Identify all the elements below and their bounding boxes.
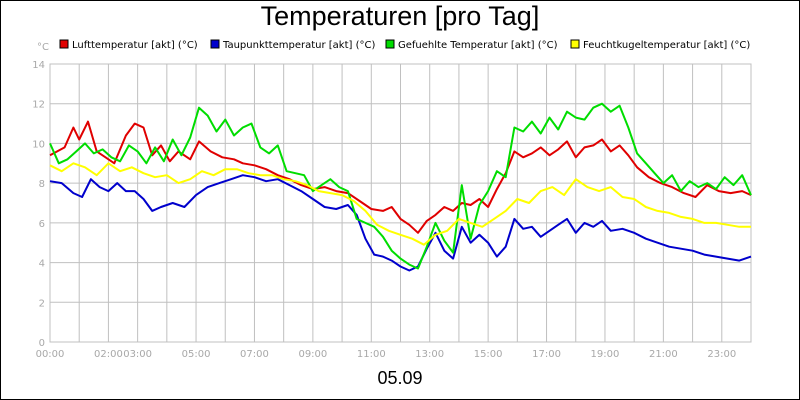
y-tick-label: 6 — [39, 219, 45, 230]
legend-swatch-1 — [59, 39, 69, 49]
x-tick-label: 03:00 — [123, 349, 152, 360]
x-tick-label: 11:00 — [357, 349, 386, 360]
chart-title: Temperaturen [pro Tag] — [260, 1, 540, 31]
legend-label-4: Feuchtkugeltemperatur [akt] (°C) — [583, 40, 750, 51]
axis-layer: 0 2 4 6 8 10 12 14 °C 00:00 02:00 03:00 05:00 07:00 09… — [32, 42, 736, 360]
plot-border — [49, 63, 752, 343]
x-tick-label: 02:00 — [94, 349, 123, 360]
legend-swatch-3 — [385, 39, 395, 49]
x-tick-label: 09:00 — [298, 349, 327, 360]
y-tick-label: 2 — [39, 298, 45, 309]
y-tick-label: 0 — [39, 338, 45, 349]
x-tick-label: 07:00 — [240, 349, 269, 360]
grid-layer — [49, 63, 752, 343]
legend-swatch-4 — [570, 39, 580, 49]
y-tick-label: 8 — [39, 179, 45, 190]
x-tick-label: 21:00 — [649, 349, 678, 360]
x-tick-label: 19:00 — [591, 349, 620, 360]
x-axis-label: 05.09 — [377, 368, 423, 388]
x-tick-label: 15:00 — [474, 349, 503, 360]
series-line-2 — [49, 174, 752, 272]
series-line-4 — [49, 162, 751, 246]
legend-label-1: Lufttemperatur [akt] (°C) — [72, 40, 198, 51]
x-tick-label: 13:00 — [415, 349, 444, 360]
series-line-1 — [49, 120, 752, 234]
y-tick-label: 10 — [32, 139, 45, 150]
y-tick-label: 12 — [32, 100, 45, 111]
legend: Lufttemperatur [akt] (°C) Taupunkttempera… — [59, 39, 750, 51]
series-line-3 — [49, 102, 752, 270]
legend-swatch-2 — [210, 39, 220, 49]
y-tick-label: 4 — [39, 259, 45, 270]
x-tick-label: 23:00 — [707, 349, 736, 360]
x-tick-label: 05:00 — [182, 349, 211, 360]
legend-label-3: Gefuehlte Temperatur [akt] (°C) — [398, 40, 558, 51]
y-unit-label: °C — [37, 42, 49, 53]
series-layer — [49, 102, 752, 272]
x-tick-label: 00:00 — [36, 349, 65, 360]
legend-label-2: Taupunkttemperatur [akt] (°C) — [222, 40, 375, 51]
y-tick-label: 14 — [32, 60, 45, 71]
x-tick-label: 17:00 — [532, 349, 561, 360]
